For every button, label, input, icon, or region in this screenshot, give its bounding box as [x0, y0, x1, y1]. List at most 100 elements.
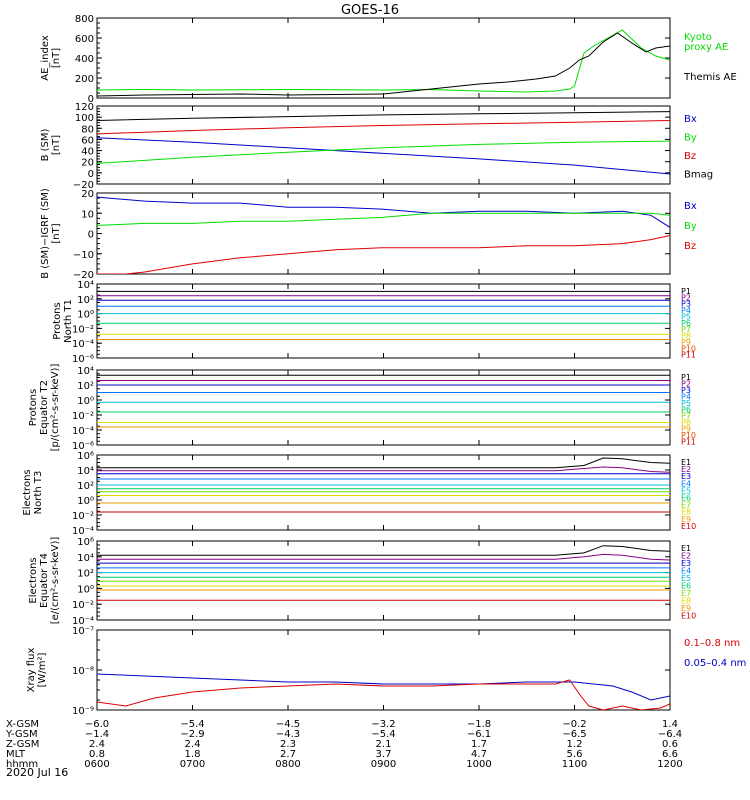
y-axis-label-line: B (SM)−IGRF (SM): [40, 188, 51, 279]
legend-item: proxy AE: [684, 42, 728, 53]
legend-item: P11: [681, 438, 696, 447]
legend-item: Themis AE: [683, 72, 737, 83]
x-row-value: −4.5: [276, 719, 300, 730]
panel-pe: 10⁴ 10² 10⁰ 10⁻² 10⁻⁴ 10⁻⁶ ProtonsEquator T2[p…: [28, 364, 696, 452]
legend-item: 0.1–0.8 nm: [684, 638, 740, 649]
legend-item: Bz: [684, 151, 696, 162]
legend-item: P10: [681, 431, 696, 440]
y-axis-label-line: Protons: [52, 302, 63, 339]
y-tick-label: 10⁻⁴: [72, 616, 94, 627]
panel-frame: [96, 192, 671, 275]
y-tick-label: 40: [81, 147, 94, 158]
legend-item: P1: [681, 287, 691, 296]
x-row-value: 0900: [371, 759, 396, 770]
y-axis-label: ProtonsNorth T1: [52, 299, 74, 343]
legend-item: P8: [681, 418, 691, 427]
y-tick-label: 120: [75, 102, 94, 113]
legend-item: P10: [681, 344, 696, 353]
legend-item: Bx: [684, 201, 697, 212]
y-tick-label: 20: [81, 158, 94, 169]
y-tick-label: 0: [88, 169, 94, 180]
x-row-value: 0700: [180, 759, 205, 770]
legend-item: P3: [681, 386, 691, 395]
series-line-1: [97, 120, 670, 135]
series-line-0: [97, 29, 670, 93]
legend-item: E4: [681, 479, 691, 488]
y-tick-label: 10⁻²: [72, 411, 94, 422]
x-row-value: 2.3: [280, 739, 296, 750]
x-row-value: 1100: [562, 759, 587, 770]
y-axis-label-line: [W/m²]: [37, 652, 48, 687]
y-tick-label: 20: [81, 189, 94, 200]
legend-item: E3: [681, 472, 691, 481]
x-row-value: 2.7: [280, 749, 296, 760]
series-group: [97, 29, 670, 97]
y-axis-label: Xray flux[W/m²]: [26, 648, 48, 693]
x-row-value: −5.4: [180, 719, 204, 730]
legend-item: P2: [681, 293, 691, 302]
legend-item: Bx: [684, 114, 697, 125]
x-row-value: −6.5: [562, 729, 586, 740]
x-row-value: 6.6: [662, 749, 678, 760]
y-axis-label-line: Xray flux: [26, 648, 37, 693]
y-tick-label: −20: [73, 270, 94, 281]
legend-item: By: [684, 133, 697, 144]
y-tick-label: 10⁻²: [72, 511, 94, 522]
y-tick-label: 10⁴: [77, 553, 94, 564]
y-axis-label-line: [p/(cm²-s-sr-keV)]: [50, 364, 61, 452]
legend-item: E5: [681, 486, 691, 495]
y-axis-label-line: Electrons: [28, 557, 39, 603]
x-row-label: X-GSM: [6, 719, 39, 730]
x-row-value: −5.4: [371, 729, 395, 740]
legend-item: E3: [681, 559, 691, 568]
y-tick-label: 10⁰: [77, 396, 94, 407]
x-row-value: 0.6: [662, 739, 678, 750]
y-axis-label-line: AE_index: [40, 35, 51, 81]
flux-level-1: [97, 553, 670, 561]
legend-item: Kyoto: [684, 32, 712, 43]
series-group: [97, 374, 670, 428]
x-row-value: −6.1: [467, 729, 491, 740]
panel-pn: 10⁴ 10² 10⁰ 10⁻² 10⁻⁴ 10⁻⁶ ProtonsNorth T1 P1P2…: [52, 280, 696, 365]
y-tick-label: 10⁻⁶: [72, 354, 94, 365]
legend-item: E5: [681, 574, 691, 583]
y-tick-label: 200: [75, 74, 94, 85]
y-tick-label: 10⁻⁶: [72, 441, 94, 452]
flux-level-0: [97, 545, 670, 556]
y-tick-label: 10⁶: [77, 451, 94, 462]
x-row-value: −0.2: [562, 719, 586, 730]
y-tick-label: 80: [81, 124, 94, 135]
panel-frame: [96, 369, 671, 446]
x-row-value: −6.4: [658, 729, 682, 740]
panel-frame: [96, 454, 671, 531]
y-axis-label-line: [nT]: [51, 135, 62, 155]
series-group: [97, 673, 670, 710]
y-axis-label-line: Equator T2: [39, 380, 50, 435]
x-row-value: 5.6: [567, 749, 583, 760]
series-group: [97, 290, 670, 340]
x-row-value: 1000: [466, 759, 491, 770]
legend-item: P3: [681, 300, 691, 309]
y-tick-label: 10⁴: [77, 366, 94, 377]
legend-item: P5: [681, 312, 691, 321]
series-line-1: [97, 679, 670, 710]
series-line-2: [97, 137, 670, 175]
y-axis-label: AE_index[nT]: [40, 35, 62, 81]
x-row-value: 2.1: [376, 739, 392, 750]
x-row-value: 4.7: [471, 749, 487, 760]
series-group: [97, 457, 670, 513]
legend-item: E8: [681, 508, 691, 517]
legend-item: E2: [681, 465, 691, 474]
legend-item: E1: [681, 544, 691, 553]
legend-item: Bz: [684, 241, 696, 252]
legend-item: P7: [681, 412, 691, 421]
y-tick-label: 100: [75, 113, 94, 124]
y-axis-label-line: Protons: [28, 389, 39, 426]
x-row-value: 3.7: [376, 749, 392, 760]
legend-item: E10: [681, 612, 696, 621]
y-tick-label: 10⁻⁴: [72, 526, 94, 537]
legend-item: E9: [681, 604, 691, 613]
legend-item: P4: [681, 306, 691, 315]
